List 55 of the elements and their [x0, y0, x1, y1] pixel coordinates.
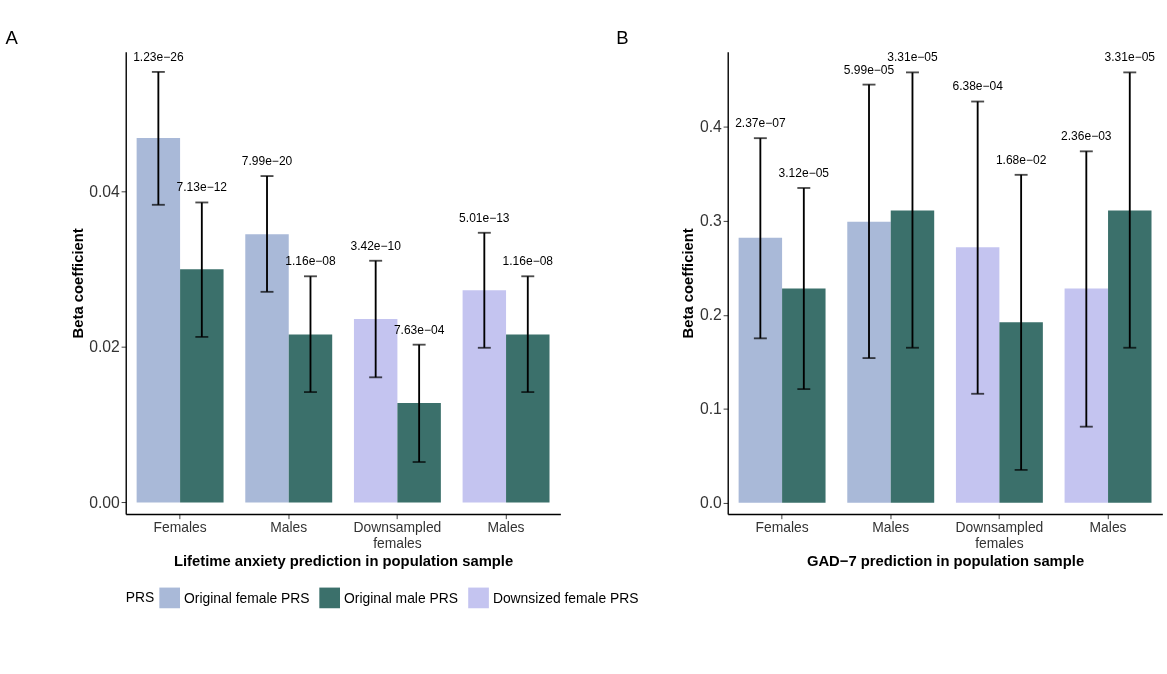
- bar: [397, 402, 441, 503]
- annotation: 3.31e−05: [887, 50, 939, 65]
- x-tick-label: Downsampled females: [955, 519, 1044, 551]
- annotation: 1.16e−08: [285, 254, 337, 269]
- x-tick-label: Downsampled females: [353, 519, 442, 551]
- x-axis-title: Lifetime anxiety prediction in population sample: [173, 553, 514, 570]
- bar: [462, 290, 507, 503]
- bar: [180, 269, 224, 503]
- bar: [999, 322, 1043, 503]
- annotation: 5.99e−05: [843, 62, 895, 77]
- annotation: 1.68e−02: [995, 152, 1047, 167]
- annotation: 7.99e−20: [241, 153, 293, 168]
- y-tick-label: 0.0: [699, 493, 722, 511]
- y-tick-label: 0.00: [89, 493, 121, 511]
- annotation: 1.16e−08: [502, 254, 554, 269]
- chart-title: A: [5, 27, 19, 49]
- x-tick-label: Females: [153, 519, 207, 536]
- bar: [288, 334, 333, 503]
- annotation: 3.42e−10: [350, 238, 402, 253]
- bar: [738, 237, 783, 503]
- bar: [890, 210, 935, 503]
- legend-label: Original female PRS: [184, 589, 310, 606]
- y-tick-label: 0.3: [699, 211, 722, 229]
- x-tick-label: Males: [872, 519, 910, 536]
- bar: [1064, 288, 1109, 503]
- bar: [506, 334, 550, 503]
- annotation: 2.36e−03: [1061, 129, 1112, 144]
- annotation: 3.31e−05: [1104, 50, 1156, 65]
- annotation: 7.13e−12: [176, 180, 228, 195]
- legend-label: Original male PRS: [344, 589, 458, 606]
- y-tick-label: 0.1: [699, 399, 722, 417]
- legend-label: Downsized female PRS: [492, 589, 639, 606]
- y-tick-label: 0.02: [89, 338, 120, 356]
- chart-title: B: [616, 27, 629, 49]
- y-axis-title: Beta coefficient: [680, 228, 697, 339]
- annotation: 3.12e−05: [778, 165, 830, 180]
- y-tick-label: 0.2: [699, 305, 722, 323]
- bar: [955, 247, 1000, 503]
- annotation: 7.63e−04: [393, 322, 445, 337]
- annotation: 1.23e−26: [133, 49, 184, 64]
- x-tick-label: Females: [755, 519, 809, 536]
- legend-title: PRS: [125, 588, 155, 605]
- annotation: 2.37e−07: [735, 116, 786, 131]
- y-tick-label: 0.4: [699, 117, 722, 135]
- bar: [847, 221, 891, 503]
- x-axis-title: GAD−7 prediction in population sample: [806, 553, 1085, 570]
- x-tick-label: Males: [1089, 519, 1127, 536]
- x-tick-label: Males: [487, 519, 525, 536]
- bar: [1108, 210, 1152, 503]
- annotation: 5.01e−13: [459, 210, 510, 225]
- x-tick-label: Males: [270, 519, 308, 536]
- y-axis-title: Beta coefficient: [69, 228, 86, 339]
- y-tick-label: 0.04: [89, 182, 121, 200]
- bar: [782, 288, 826, 503]
- annotation: 6.38e−04: [952, 79, 1004, 94]
